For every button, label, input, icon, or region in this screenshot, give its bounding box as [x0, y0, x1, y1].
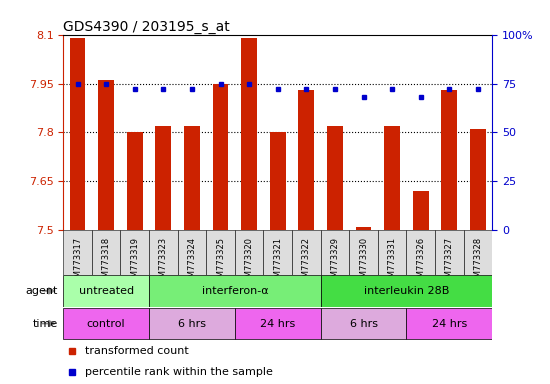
Bar: [241, 38, 257, 230]
FancyBboxPatch shape: [235, 308, 321, 339]
FancyBboxPatch shape: [149, 230, 178, 275]
Text: untreated: untreated: [79, 286, 134, 296]
Text: 6 hrs: 6 hrs: [350, 318, 377, 329]
Text: GSM773319: GSM773319: [130, 237, 139, 288]
Text: 24 hrs: 24 hrs: [432, 318, 467, 329]
FancyBboxPatch shape: [63, 308, 149, 339]
FancyBboxPatch shape: [321, 275, 492, 306]
Text: agent: agent: [25, 286, 58, 296]
Text: GSM773324: GSM773324: [188, 237, 196, 288]
FancyBboxPatch shape: [149, 275, 321, 306]
Text: GSM773328: GSM773328: [474, 237, 482, 288]
Bar: [299, 90, 314, 230]
Text: control: control: [87, 318, 125, 329]
FancyBboxPatch shape: [206, 230, 235, 275]
Bar: [156, 126, 171, 230]
FancyBboxPatch shape: [120, 230, 149, 275]
Text: GSM773323: GSM773323: [159, 237, 168, 288]
Bar: [98, 80, 114, 230]
FancyBboxPatch shape: [235, 230, 263, 275]
Text: GSM773326: GSM773326: [416, 237, 425, 288]
Text: GSM773321: GSM773321: [273, 237, 282, 288]
Bar: [127, 132, 142, 230]
FancyBboxPatch shape: [321, 230, 349, 275]
FancyBboxPatch shape: [406, 230, 435, 275]
Text: transformed count: transformed count: [85, 346, 189, 356]
Text: interleukin 28B: interleukin 28B: [364, 286, 449, 296]
FancyBboxPatch shape: [178, 230, 206, 275]
Bar: [270, 132, 285, 230]
FancyBboxPatch shape: [149, 308, 235, 339]
Bar: [384, 126, 400, 230]
Text: 24 hrs: 24 hrs: [260, 318, 295, 329]
FancyBboxPatch shape: [435, 230, 464, 275]
Bar: [184, 126, 200, 230]
Text: interferon-α: interferon-α: [201, 286, 268, 296]
Text: GDS4390 / 203195_s_at: GDS4390 / 203195_s_at: [63, 20, 230, 33]
Text: GSM773320: GSM773320: [245, 237, 254, 288]
Text: GSM773322: GSM773322: [302, 237, 311, 288]
FancyBboxPatch shape: [349, 230, 378, 275]
FancyBboxPatch shape: [63, 230, 92, 275]
Bar: [213, 84, 228, 230]
Text: GSM773327: GSM773327: [445, 237, 454, 288]
FancyBboxPatch shape: [464, 230, 492, 275]
Text: GSM773331: GSM773331: [388, 237, 397, 288]
Text: GSM773325: GSM773325: [216, 237, 225, 288]
FancyBboxPatch shape: [378, 230, 406, 275]
FancyBboxPatch shape: [292, 230, 321, 275]
Text: GSM773330: GSM773330: [359, 237, 368, 288]
Text: GSM773318: GSM773318: [102, 237, 111, 288]
FancyBboxPatch shape: [406, 308, 492, 339]
Bar: [442, 90, 457, 230]
FancyBboxPatch shape: [92, 230, 120, 275]
Bar: [70, 38, 85, 230]
Text: GSM773329: GSM773329: [331, 237, 339, 288]
Bar: [470, 129, 486, 230]
Text: GSM773317: GSM773317: [73, 237, 82, 288]
Text: percentile rank within the sample: percentile rank within the sample: [85, 367, 273, 377]
FancyBboxPatch shape: [63, 275, 149, 306]
Bar: [356, 227, 371, 230]
Bar: [413, 191, 428, 230]
Text: time: time: [32, 318, 58, 329]
FancyBboxPatch shape: [263, 230, 292, 275]
Text: 6 hrs: 6 hrs: [178, 318, 206, 329]
FancyBboxPatch shape: [321, 308, 406, 339]
Bar: [327, 126, 343, 230]
